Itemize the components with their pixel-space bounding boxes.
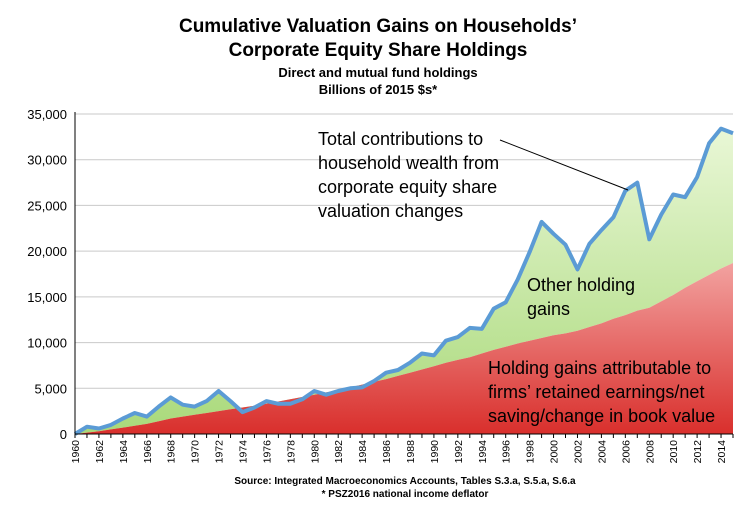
- y-tick-label: 15,000: [27, 290, 67, 305]
- x-tick-label: 1996: [501, 440, 513, 464]
- x-tick-label: 2000: [549, 440, 561, 464]
- x-tick-label: 1972: [214, 440, 226, 464]
- other-gains-area: [75, 128, 733, 434]
- x-tick-label: 1994: [477, 440, 489, 464]
- x-tick-label: 1982: [333, 440, 345, 464]
- total-label-line-3: corporate equity share: [318, 177, 497, 197]
- y-tick-label: 35,000: [27, 107, 67, 122]
- retained-earnings-area: [75, 263, 733, 434]
- x-tick-label: 1990: [429, 440, 441, 464]
- x-tick-label: 2002: [572, 440, 584, 464]
- x-tick-label: 1966: [142, 440, 154, 464]
- x-tick-label: 1988: [405, 440, 417, 464]
- x-tick-label: 2012: [692, 440, 704, 464]
- x-tick-label: 2004: [596, 440, 608, 464]
- x-tick-label: 1960: [70, 440, 82, 464]
- x-tick-label: 1992: [453, 440, 465, 464]
- x-tick-label: 1962: [94, 440, 106, 464]
- x-tick-label: 2010: [668, 440, 680, 464]
- chart-subtitle-line-1: Direct and mutual fund holdings: [278, 65, 477, 80]
- x-tick-label: 1986: [381, 440, 393, 464]
- x-tick-label: 1970: [190, 440, 202, 464]
- x-tick-label: 2014: [716, 440, 728, 464]
- retained-label-line-1: Holding gains attributable to: [488, 358, 711, 378]
- x-tick-label: 1984: [357, 440, 369, 464]
- x-tick-label: 1998: [525, 440, 537, 464]
- x-tick-label: 1968: [166, 440, 178, 464]
- x-tick-label: 1980: [309, 440, 321, 464]
- annotations: Total contributions to household wealth …: [318, 129, 715, 426]
- other-label-line-2: gains: [527, 299, 570, 319]
- chart-subtitle-line-2: Billions of 2015 $s*: [319, 82, 438, 97]
- chart-title-line-2: Corporate Equity Share Holdings: [229, 40, 528, 61]
- x-tick-label: 1974: [237, 440, 249, 464]
- source-line-2: * PSZ2016 national income deflator: [322, 489, 489, 500]
- retained-label-line-3: saving/change in book value: [488, 406, 715, 426]
- chart-title-line-1: Cumulative Valuation Gains on Households…: [179, 16, 577, 37]
- y-tick-label: 30,000: [27, 153, 67, 168]
- y-tick-label: 5,000: [34, 381, 67, 396]
- retained-label-line-2: firms’ retained earnings/net: [488, 382, 704, 402]
- source-line-1: Source: Integrated Macroeconomics Accoun…: [234, 476, 576, 487]
- axes: 0 5,000 10,000 15,000 20,000 25,000 30,000 35,0…: [27, 107, 734, 464]
- x-tick-label: 1976: [261, 440, 273, 464]
- x-tick-label: 2008: [644, 440, 656, 464]
- area-layer: [73, 126, 734, 436]
- y-tick-label: 10,000: [27, 336, 67, 351]
- gridlines: [75, 113, 733, 389]
- y-tick-label: 0: [60, 427, 67, 442]
- x-tick-label: 1964: [118, 440, 130, 464]
- other-label-line-1: Other holding: [527, 275, 635, 295]
- total-label-line-1: Total contributions to: [318, 129, 483, 149]
- total-label-leader: [499, 139, 629, 191]
- x-tick-label: 1978: [285, 440, 297, 464]
- total-contributions-line: [73, 126, 734, 436]
- x-tick-label: 2006: [620, 440, 632, 464]
- total-label-line-2: household wealth from: [318, 153, 499, 173]
- y-tick-label: 20,000: [27, 244, 67, 259]
- total-label-line-4: valuation changes: [318, 201, 463, 221]
- y-tick-label: 25,000: [27, 198, 67, 213]
